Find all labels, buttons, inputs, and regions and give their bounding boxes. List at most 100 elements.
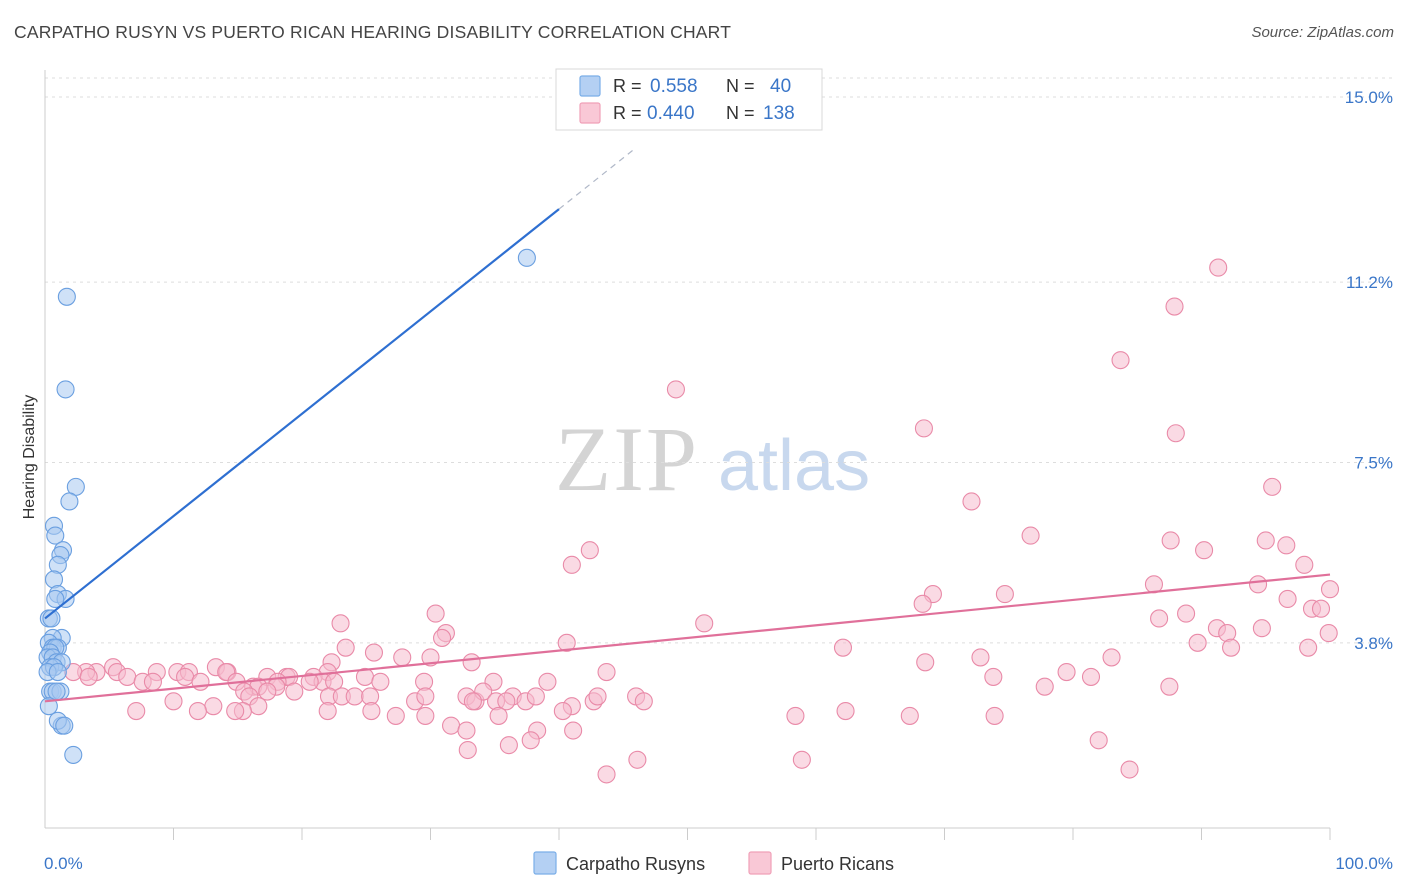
point-puerto-ricans	[176, 667, 195, 686]
point-puerto-ricans	[1150, 609, 1169, 628]
point-puerto-ricans	[433, 628, 452, 647]
point-puerto-ricans	[985, 706, 1004, 725]
watermark-atlas: atlas	[718, 426, 870, 506]
point-carpatho-rusyns	[57, 287, 76, 306]
point-puerto-ricans	[914, 419, 933, 438]
point-puerto-ricans	[364, 643, 384, 662]
point-puerto-ricans	[463, 692, 482, 711]
point-puerto-ricans	[557, 633, 576, 652]
point-puerto-ricans	[1166, 424, 1185, 443]
point-carpatho-rusyns	[55, 716, 74, 735]
legend-n-value-pink: 138	[763, 103, 795, 124]
point-puerto-ricans	[318, 701, 337, 721]
legend-n-label-pink: N =	[726, 103, 755, 123]
point-puerto-ricans	[226, 701, 245, 721]
point-puerto-ricans	[442, 716, 461, 735]
point-puerto-ricans	[426, 604, 445, 623]
point-puerto-ricans	[386, 706, 405, 725]
point-puerto-ricans	[1161, 531, 1180, 550]
point-puerto-ricans	[393, 648, 412, 667]
point-puerto-ricans	[1263, 477, 1282, 496]
trend-line-puerto-ricans	[44, 573, 1331, 703]
point-puerto-ricans	[916, 653, 935, 672]
point-puerto-ricans	[462, 653, 481, 672]
y-axis-label: Hearing Disability	[21, 395, 38, 520]
y-tick-label: 7.5%	[1354, 454, 1393, 473]
point-puerto-ricans	[421, 648, 440, 667]
y-tick-labels: 3.8% 7.5% 11.2% 15.0%	[1345, 88, 1393, 653]
point-puerto-ricans	[900, 706, 919, 725]
point-puerto-ricans	[1177, 604, 1196, 623]
point-puerto-ricans	[1209, 258, 1228, 277]
y-tick-label: 15.0%	[1345, 88, 1393, 107]
point-puerto-ricans	[666, 380, 685, 399]
point-puerto-ricans	[336, 638, 355, 657]
point-carpatho-rusyns	[60, 492, 79, 511]
point-puerto-ricans	[836, 701, 855, 721]
point-puerto-ricans	[458, 740, 477, 760]
point-puerto-ricans	[1195, 541, 1214, 560]
point-puerto-ricans	[1102, 648, 1121, 667]
point-carpatho-rusyns	[64, 745, 83, 764]
point-puerto-ricans	[538, 672, 557, 691]
point-puerto-ricans	[695, 614, 714, 633]
point-puerto-ricans	[962, 492, 981, 511]
watermark-zip: ZIP	[555, 408, 699, 510]
point-puerto-ricans	[191, 672, 210, 691]
point-puerto-ricans	[1248, 575, 1268, 594]
point-puerto-ricans	[1278, 589, 1297, 609]
point-puerto-ricans	[1222, 638, 1241, 657]
point-puerto-ricans	[1295, 555, 1314, 574]
point-puerto-ricans	[1256, 531, 1275, 550]
point-puerto-ricans	[597, 663, 616, 682]
point-carpatho-rusyns	[48, 663, 67, 682]
point-puerto-ricans	[497, 692, 516, 711]
legend-r-label-pink: R =	[613, 103, 642, 123]
point-puerto-ricans	[1319, 624, 1338, 643]
point-puerto-ricans	[562, 555, 581, 574]
chart-title: CARPATHO RUSYN VS PUERTO RICAN HEARING D…	[14, 22, 732, 42]
point-puerto-ricans	[1277, 536, 1296, 555]
legend-r-value-pink: 0.440	[647, 103, 695, 124]
point-puerto-ricans	[499, 736, 518, 755]
point-puerto-ricans	[249, 697, 268, 716]
point-puerto-ricans	[1299, 638, 1318, 657]
legend-bottom-swatch-pink	[748, 851, 772, 875]
point-puerto-ricans	[127, 701, 146, 721]
x-tick-label-max: 100.0%	[1335, 854, 1393, 873]
point-puerto-ricans	[553, 701, 572, 721]
point-puerto-ricans	[1252, 619, 1271, 638]
point-carpatho-rusyns	[46, 589, 65, 609]
legend-bottom-label-blue: Carpatho Rusyns	[566, 854, 705, 874]
trend-line-carpatho-rusyns-extension	[558, 147, 637, 210]
point-puerto-ricans	[833, 638, 853, 657]
point-puerto-ricans	[1165, 297, 1184, 316]
point-puerto-ricans	[580, 541, 599, 560]
point-puerto-ricans	[634, 692, 653, 711]
point-puerto-ricans	[597, 765, 616, 784]
watermark: ZIP atlas	[555, 408, 870, 510]
point-puerto-ricans	[204, 697, 223, 716]
point-puerto-ricans	[564, 721, 583, 740]
point-puerto-ricans	[1089, 731, 1108, 750]
point-puerto-ricans	[416, 706, 435, 725]
trend-lines	[44, 147, 1331, 703]
legend-bottom-swatch-blue	[533, 851, 557, 875]
point-puerto-ricans	[913, 594, 932, 613]
series-carpatho-rusyns-points	[38, 248, 536, 764]
point-puerto-ricans	[1188, 633, 1207, 652]
point-carpatho-rusyns	[517, 248, 536, 267]
point-puerto-ricans	[984, 667, 1003, 686]
point-puerto-ricans	[786, 706, 805, 725]
point-puerto-ricans	[1057, 663, 1076, 682]
gridlines	[45, 77, 1392, 644]
x-ticks	[173, 828, 1331, 840]
point-carpatho-rusyns	[39, 697, 58, 716]
point-puerto-ricans	[1120, 760, 1139, 779]
legend-r-value-blue: 0.558	[650, 76, 698, 97]
point-carpatho-rusyns	[42, 609, 61, 628]
point-carpatho-rusyns	[56, 380, 75, 399]
point-puerto-ricans	[285, 682, 304, 701]
point-puerto-ricans	[792, 750, 811, 769]
